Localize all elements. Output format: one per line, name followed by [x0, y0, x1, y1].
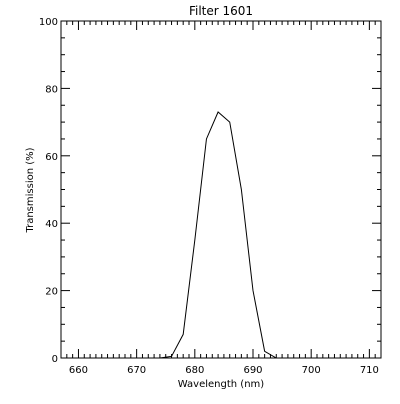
- y-tick-label: 20: [45, 287, 58, 298]
- y-axis-title: Transmission (%): [25, 147, 36, 233]
- tick-marks: [60, 20, 382, 359]
- x-tick-label: 690: [243, 365, 262, 376]
- y-tick-label: 40: [45, 219, 58, 230]
- x-tick-label: 680: [185, 365, 204, 376]
- y-tick-label: 100: [39, 17, 58, 28]
- series-layer: [61, 111, 381, 359]
- chart-title: Filter 1601: [189, 4, 253, 18]
- x-tick-label: 670: [127, 365, 146, 376]
- x-axis-title: Wavelength (nm): [178, 379, 264, 390]
- y-tick-label: 0: [52, 354, 58, 365]
- x-tick-label: 710: [360, 365, 379, 376]
- tick-labels: 660 670 680 690 700 710 0 20 40 60 80 100: [39, 17, 379, 376]
- y-tick-label: 80: [45, 84, 58, 95]
- transmission-curve: [61, 111, 381, 359]
- x-tick-label: 660: [69, 365, 88, 376]
- x-tick-label: 700: [302, 365, 321, 376]
- y-tick-label: 60: [45, 152, 58, 163]
- plot-frame: [60, 20, 382, 359]
